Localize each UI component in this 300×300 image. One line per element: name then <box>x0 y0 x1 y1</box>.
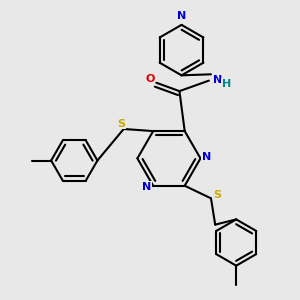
Text: S: S <box>118 119 126 129</box>
Text: N: N <box>177 11 186 21</box>
Text: N: N <box>213 75 222 85</box>
Text: S: S <box>213 190 221 200</box>
Text: N: N <box>202 152 212 162</box>
Text: O: O <box>145 74 155 83</box>
Text: H: H <box>222 79 231 89</box>
Text: N: N <box>142 182 152 192</box>
